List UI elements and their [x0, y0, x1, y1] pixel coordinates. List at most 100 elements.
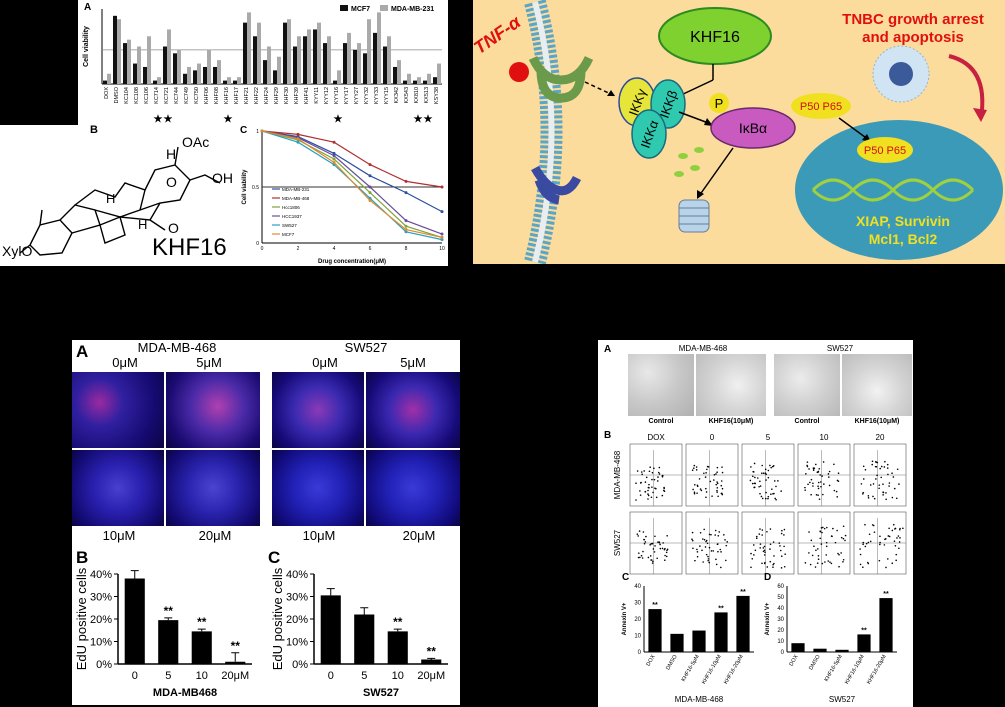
- flow-event: [750, 566, 752, 569]
- bar-mda: [277, 56, 281, 84]
- flow-event: [759, 492, 761, 495]
- x-tick-label: KX543: [404, 87, 410, 104]
- flow-event: [696, 492, 698, 494]
- bar-mcf7: [423, 80, 427, 84]
- bar-mcf7: [373, 32, 377, 84]
- flow-event: [808, 468, 810, 470]
- flow-event: [749, 479, 752, 482]
- flow-event: [842, 537, 845, 540]
- flow-event: [640, 471, 643, 473]
- flow-event: [704, 476, 707, 478]
- y-tick-label: 30%: [90, 592, 112, 604]
- bar-mcf7: [183, 73, 187, 84]
- x-tick-label: KHF16-10μM: [844, 654, 866, 686]
- flow-event: [662, 542, 664, 544]
- y-tick-label: 30%: [286, 592, 308, 604]
- bar-mcf7: [383, 46, 387, 84]
- flow-event: [882, 483, 884, 485]
- bar-mda: [157, 77, 161, 84]
- flow-event: [758, 485, 760, 488]
- flow-event: [761, 497, 764, 500]
- tnf-label: TNF-α: [473, 11, 525, 58]
- flow-event: [842, 525, 845, 528]
- flow-event: [721, 487, 724, 490]
- flow-event: [715, 483, 718, 486]
- flow-event: [716, 489, 718, 492]
- bar-mcf7: [113, 15, 117, 84]
- bar-mda: [247, 12, 251, 85]
- flow-event: [825, 545, 828, 548]
- flow-event: [813, 467, 816, 469]
- y-tick-label: 0%: [96, 659, 112, 671]
- flow-event: [859, 548, 861, 550]
- data-point: [332, 157, 336, 161]
- flow-event: [692, 547, 694, 550]
- flow-event: [896, 468, 899, 471]
- ikba-label: IκBα: [739, 120, 767, 136]
- flow-event: [829, 561, 831, 563]
- flow-event: [648, 470, 651, 473]
- flow-event: [819, 530, 822, 533]
- y-tick-label: 10%: [286, 637, 308, 649]
- flow-event: [701, 549, 703, 552]
- flow-event: [640, 554, 643, 557]
- ikba-node: [710, 107, 796, 149]
- second-receptor: [531, 165, 582, 205]
- bar-mcf7: [403, 80, 407, 84]
- flow-event: [778, 542, 781, 544]
- screen-bar-chart: A Cell viability DOX DMSO KC104 KC108 KC106 KC7…: [83, 2, 442, 125]
- flow-event: [766, 566, 769, 568]
- flow-event: [708, 546, 711, 549]
- y-tick-label: 10: [634, 634, 641, 640]
- bar-mda: [347, 32, 351, 84]
- bar: [879, 598, 893, 652]
- flow-event: [817, 494, 819, 496]
- flow-event: [707, 559, 709, 562]
- x-tick-label: KHF41: [304, 87, 310, 104]
- flow-event: [644, 541, 647, 543]
- flow-event: [836, 529, 838, 532]
- x-tick-label: DOX: [789, 654, 800, 668]
- flow-event: [758, 533, 761, 535]
- flow-event: [767, 476, 770, 479]
- flow-col-label: 0: [710, 433, 715, 442]
- flow-event: [651, 486, 653, 488]
- flow-event: [761, 472, 763, 475]
- bar-mda: [167, 29, 171, 85]
- bar: [354, 614, 375, 664]
- x-tick-label: KYY32: [364, 87, 370, 104]
- flow-event: [759, 547, 761, 549]
- x-tick-label: 10: [392, 670, 404, 682]
- chem-label-oac: OAc: [182, 134, 209, 150]
- flow-event: [769, 548, 771, 550]
- bar-mcf7: [433, 77, 437, 84]
- microscopy-mda-5: [166, 372, 260, 448]
- flow-event: [655, 496, 658, 499]
- flow-event: [657, 471, 660, 474]
- data-point: [440, 210, 444, 214]
- y-axis-label: Annexin V+: [765, 602, 771, 635]
- bar: [692, 630, 706, 652]
- nucleus: [795, 120, 1003, 260]
- p50-p65-top: [791, 93, 851, 119]
- flow-event: [664, 554, 666, 557]
- flow-event: [647, 494, 650, 497]
- flow-event: [867, 541, 870, 544]
- data-point: [332, 160, 336, 164]
- flow-event: [817, 481, 820, 484]
- flow-event: [763, 549, 766, 552]
- flow-event: [777, 480, 779, 482]
- flow-event: [714, 529, 717, 532]
- x-axis-label: MDA-MB468: [153, 687, 217, 699]
- y-tick-label: 40%: [286, 569, 308, 581]
- data-point: [368, 198, 372, 202]
- flow-event: [658, 466, 661, 469]
- flow-event: [806, 461, 809, 463]
- flow-event: [644, 490, 647, 493]
- flow-event: [871, 463, 874, 466]
- bar-mcf7: [263, 60, 267, 84]
- flow-event: [648, 483, 650, 486]
- series-line: [261, 130, 443, 238]
- flow-event: [833, 489, 836, 492]
- x-tick-label: KYY17: [344, 87, 350, 104]
